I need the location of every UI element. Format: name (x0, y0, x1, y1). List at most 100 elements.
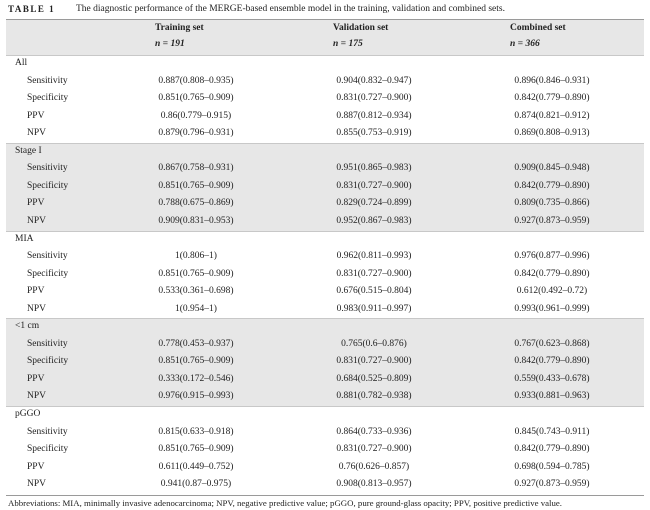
cell-value: 0.962(0.811–0.993) (336, 251, 412, 262)
cell-value: 0.611(0.449–0.752) (158, 461, 234, 472)
group-rule (6, 318, 644, 320)
group-name: pGGO (15, 409, 41, 419)
row-label: NPV (27, 479, 47, 490)
row-label: PPV (27, 461, 45, 472)
cell-value: 0.842(0.779–0.890) (514, 180, 590, 191)
row-label: NPV (27, 391, 47, 402)
cell-value: 0.684(0.525–0.809) (336, 373, 412, 384)
row-label: Sensitivity (27, 251, 68, 262)
row-label: PPV (27, 286, 45, 297)
column-header: Training set (155, 23, 204, 33)
cell-value: 0.869(0.808–0.913) (514, 128, 590, 139)
cell-value: 0.831(0.727–0.900) (336, 356, 412, 367)
group-name: MIA (15, 233, 34, 244)
row-label: Specificity (27, 180, 69, 191)
row-label: NPV (27, 128, 47, 139)
cell-value: 0.76(0.626–0.857) (338, 461, 410, 472)
cell-value: 0.909(0.831–0.953) (158, 215, 234, 226)
cell-value: 0.976(0.877–0.996) (514, 251, 590, 262)
cell-value: 0.983(0.911–0.997) (336, 303, 412, 314)
group-band (6, 318, 644, 406)
cell-value: 0.951(0.865–0.983) (336, 163, 412, 174)
cell-value: 0.559(0.433–0.678) (514, 373, 590, 384)
cell-value: 0.879(0.796–0.931) (158, 128, 234, 139)
cell-value: 0.842(0.779–0.890) (514, 356, 590, 367)
cell-value: 0.842(0.779–0.890) (514, 444, 590, 455)
group-rule (6, 406, 644, 407)
table-caption: The diagnostic performance of the MERGE-… (76, 4, 505, 14)
column-n: n = 366 (510, 39, 540, 49)
cell-value: 0.778(0.453–0.937) (158, 338, 234, 349)
cell-value: 1(0.954–1) (175, 303, 217, 314)
cell-value: 0.831(0.727–0.900) (336, 180, 412, 191)
cell-value: 0.333(0.172–0.546) (158, 373, 234, 384)
cell-value: 0.855(0.753–0.919) (336, 128, 412, 139)
column-header: Combined set (510, 23, 566, 33)
cell-value: 0.612(0.492–0.72) (516, 286, 588, 297)
cell-value: 0.698(0.594–0.785) (514, 461, 590, 472)
cell-value: 0.851(0.765–0.909) (158, 444, 234, 455)
cell-value: 0.788(0.675–0.869) (158, 198, 234, 209)
row-label: NPV (27, 215, 47, 226)
cell-value: 0.842(0.779–0.890) (514, 93, 590, 104)
cell-value: 0.909(0.845–0.948) (514, 163, 590, 174)
cell-value: 0.842(0.779–0.890) (514, 268, 590, 279)
cell-value: 0.851(0.765–0.909) (158, 268, 234, 279)
cell-value: 0.809(0.735–0.866) (514, 198, 590, 209)
row-label: Specificity (27, 268, 69, 279)
group-name: Stage I (15, 145, 42, 156)
cell-value: 0.874(0.821–0.912) (514, 110, 590, 121)
cell-value: 0.829(0.724–0.899) (336, 198, 412, 209)
cell-value: 0.887(0.808–0.935) (158, 75, 234, 86)
row-label: Specificity (27, 444, 69, 455)
group-name: <1 cm (15, 321, 40, 332)
cell-value: 0.867(0.758–0.931) (158, 163, 234, 174)
cell-value: 0.851(0.765–0.909) (158, 180, 234, 191)
row-label: Sensitivity (27, 75, 68, 86)
group-rule (6, 230, 644, 232)
cell-value: 0.927(0.873–0.959) (514, 479, 590, 490)
cell-value: 0.952(0.867–0.983) (336, 215, 412, 226)
cell-value: 0.908(0.813–0.957) (336, 479, 412, 490)
row-label: Specificity (27, 356, 69, 367)
cell-value: 0.941(0.87–0.975) (160, 479, 232, 490)
bottom-rule (6, 494, 644, 496)
row-label: NPV (27, 303, 47, 314)
row-label: Specificity (27, 93, 69, 104)
cell-value: 0.851(0.765–0.909) (158, 93, 234, 104)
cell-value: 0.976(0.915–0.993) (158, 391, 234, 402)
group-name: All (15, 58, 28, 68)
column-header: Validation set (333, 23, 389, 33)
group-rule (6, 142, 644, 144)
row-label: PPV (27, 198, 45, 209)
cell-value: 0.831(0.727–0.900) (336, 93, 412, 104)
cell-value: 0.904(0.832–0.947) (336, 75, 412, 86)
group-band (6, 142, 644, 231)
cell-value: 0.765(0.6–0.876) (341, 338, 407, 349)
row-label: Sensitivity (27, 338, 68, 349)
cell-value: 0.676(0.515–0.804) (336, 286, 412, 297)
cell-value: 0.993(0.961–0.999) (514, 303, 590, 314)
table-label: TABLE 1 (8, 4, 56, 14)
cell-value: 0.927(0.873–0.959) (514, 215, 590, 226)
cell-value: 0.851(0.765–0.909) (158, 356, 234, 367)
top-rule (6, 19, 644, 20)
column-n: n = 175 (333, 39, 363, 49)
row-label: PPV (27, 373, 45, 384)
row-label: Sensitivity (27, 163, 68, 174)
cell-value: 0.864(0.733–0.936) (336, 426, 412, 437)
cell-value: 0.933(0.881–0.963) (514, 391, 590, 402)
cell-value: 1(0.806–1) (175, 251, 217, 262)
cell-value: 0.815(0.633–0.918) (158, 426, 234, 437)
row-label: Sensitivity (27, 426, 68, 437)
cell-value: 0.831(0.727–0.900) (336, 444, 412, 455)
cell-value: 0.831(0.727–0.900) (336, 268, 412, 279)
footnote: Abbreviations: MIA, minimally invasive a… (8, 497, 563, 508)
cell-value: 0.533(0.361–0.698) (158, 286, 234, 297)
cell-value: 0.845(0.743–0.911) (514, 426, 590, 437)
header-band (6, 19, 644, 55)
group-rule (6, 55, 644, 56)
cell-value: 0.896(0.846–0.931) (514, 75, 590, 86)
cell-value: 0.887(0.812–0.934) (336, 110, 412, 121)
